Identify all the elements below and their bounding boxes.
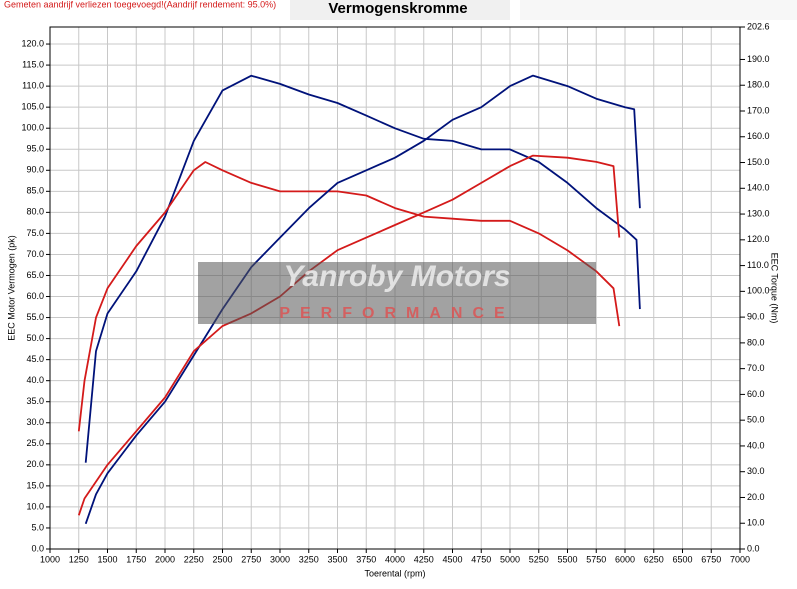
x-tick-label: 5500 — [557, 554, 577, 564]
y2-tick-label: 160.0 — [747, 131, 770, 141]
y-tick-label: 60.0 — [26, 291, 44, 301]
x-tick-label: 5250 — [529, 554, 549, 564]
y2-axis-label: EEC Torque (Nm) — [770, 253, 780, 324]
y-tick-label: 80.0 — [26, 207, 44, 217]
y-tick-label: 15.0 — [26, 480, 44, 490]
x-tick-label: 7000 — [730, 554, 750, 564]
watermark-box — [198, 262, 596, 324]
y-tick-label: 35.0 — [26, 396, 44, 406]
line-series — [84, 74, 641, 525]
y2-tick-label: 150.0 — [747, 157, 770, 167]
title-box — [290, 0, 510, 20]
y2-tick-label: 60.0 — [747, 389, 765, 399]
y-tick-label: 105.0 — [21, 102, 44, 112]
watermark-sub: PERFORMANCE — [279, 305, 514, 322]
line-series — [77, 161, 621, 432]
y-tick-label: 20.0 — [26, 459, 44, 469]
watermark: Yanroby Motors — [283, 260, 510, 293]
x-tick-label: 4750 — [471, 554, 491, 564]
x-axis-label: Toerental (rpm) — [364, 568, 425, 578]
x-tick-label: 6500 — [672, 554, 692, 564]
y-tick-label: 40.0 — [26, 375, 44, 385]
y-tick-label: 75.0 — [26, 228, 44, 238]
line-series — [77, 154, 621, 516]
y2-tick-label: 80.0 — [747, 337, 765, 347]
y-tick-label: 30.0 — [26, 417, 44, 427]
y2-tick-label: 20.0 — [747, 492, 765, 502]
x-tick-label: 4250 — [414, 554, 434, 564]
y-tick-label: 45.0 — [26, 354, 44, 364]
x-tick-label: 5000 — [500, 554, 520, 564]
y-tick-label: 50.0 — [26, 333, 44, 343]
y-axis-label: EEC Motor Vermogen (pk) — [6, 235, 16, 341]
x-tick-label: 6750 — [701, 554, 721, 564]
y2-tick-label: 40.0 — [747, 440, 765, 450]
y-tick-label: 55.0 — [26, 312, 44, 322]
y2-tick-label: 50.0 — [747, 415, 765, 425]
x-tick-label: 3750 — [356, 554, 376, 564]
y2-tick-label: 0.0 — [747, 543, 760, 553]
x-tick-label: 1500 — [97, 554, 117, 564]
y-tick-label: 70.0 — [26, 249, 44, 259]
x-tick-label: 5750 — [586, 554, 606, 564]
y-tick-label: 100.0 — [21, 123, 44, 133]
y-tick-label: 90.0 — [26, 165, 44, 175]
plot-frame — [49, 26, 741, 550]
y2-tick-label: 190.0 — [747, 54, 770, 64]
x-tick-label: 3000 — [270, 554, 290, 564]
line-series — [84, 74, 641, 463]
x-tick-label: 3500 — [327, 554, 347, 564]
chart-title: Vermogenskromme — [328, 0, 467, 17]
y2-tick-label: 170.0 — [747, 105, 770, 115]
y2-tick-label: 30.0 — [747, 466, 765, 476]
x-tick-label: 2250 — [184, 554, 204, 564]
x-tick-label: 3250 — [299, 554, 319, 564]
x-tick-label: 1750 — [126, 554, 146, 564]
y-tick-label: 65.0 — [26, 270, 44, 280]
y-tick-label: 25.0 — [26, 438, 44, 448]
y2-tick-label: 70.0 — [747, 363, 765, 373]
x-tick-label: 2500 — [212, 554, 232, 564]
y2-tick-label: 120.0 — [747, 234, 770, 244]
x-tick-label: 4500 — [442, 554, 462, 564]
y-tick-label: 10.0 — [26, 501, 44, 511]
y2-tick-label: 10.0 — [747, 518, 765, 528]
y-tick-label: 85.0 — [26, 186, 44, 196]
y2-tick-label: 90.0 — [747, 311, 765, 321]
y-tick-label: 120.0 — [21, 38, 44, 48]
x-tick-label: 4000 — [385, 554, 405, 564]
x-tick-label: 1250 — [69, 554, 89, 564]
y2-tick-label: 180.0 — [747, 80, 770, 90]
y2-tick-label: 110.0 — [747, 260, 769, 270]
y2-tick-label: 130.0 — [747, 208, 770, 218]
y-tick-label: 115.0 — [22, 59, 44, 69]
x-tick-label: 6000 — [615, 554, 635, 564]
y-tick-label: 110.0 — [22, 80, 44, 90]
note: Gemeten aandrijf verliezen toegevoegd!(A… — [4, 0, 276, 9]
header-box — [520, 0, 797, 20]
y2-tick-label: 100.0 — [747, 286, 770, 296]
y-tick-label: 95.0 — [26, 144, 44, 154]
y-tick-label: 5.0 — [31, 522, 44, 532]
y-tick-label: 0.0 — [31, 543, 44, 553]
y2-tick-label: 140.0 — [747, 183, 770, 193]
x-tick-label: 6250 — [644, 554, 664, 564]
x-tick-label: 2750 — [241, 554, 261, 564]
x-tick-label: 1000 — [40, 554, 60, 564]
x-tick-label: 2000 — [155, 554, 175, 564]
y2-tick-label: 202.6 — [747, 21, 770, 31]
